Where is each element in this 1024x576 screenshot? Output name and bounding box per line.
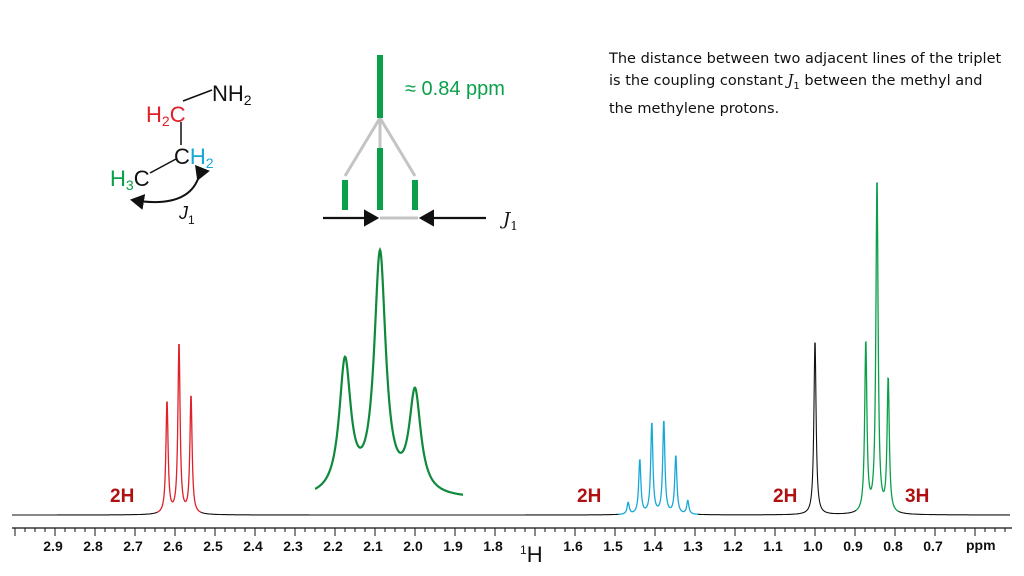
axis-unit-label: ppm [966, 537, 996, 553]
axis-tick-label: 1.1 [763, 538, 783, 554]
spectrum-trace-segment [855, 182, 899, 512]
spectrum-trace-segment [618, 420, 698, 515]
axis-ticks [14, 528, 1006, 536]
spectrum-trace-segment [12, 511, 158, 516]
axis-tick-label: 0.7 [923, 538, 943, 554]
bond-c1-n [182, 89, 213, 102]
axis-tick-label: 1.0 [803, 538, 823, 554]
tree-branch-right [378, 117, 417, 177]
methylene-beta-group: CH2 [174, 144, 214, 171]
integral-labels: 2H 2H 2H 3H [110, 486, 929, 507]
tree-parent-line [377, 55, 383, 118]
nmr-spectrum [12, 182, 1010, 516]
axis-tick-label: 2.0 [403, 538, 423, 554]
coupling-curved-arrow [130, 164, 210, 210]
axis-tick-label: 1.6 [563, 538, 583, 554]
note-j-symbol: J [787, 73, 794, 89]
tree-line-left [342, 180, 348, 210]
bond-c2-c3 [149, 158, 177, 174]
spectrum-trace-segment [698, 342, 857, 516]
coupling-constant-label: J1 [178, 203, 195, 227]
spectrum-trace-segment [898, 510, 1010, 516]
axis-tick-label: 2.6 [163, 538, 183, 554]
tree-line-center [377, 148, 383, 210]
methyl-group: H3C [110, 166, 150, 193]
note-text-end: between the methyl and the methylene pro… [609, 73, 983, 117]
axis-tick-label: 2.5 [203, 538, 223, 554]
axis-nucleus-label: 1H [520, 542, 543, 567]
integral-label: 2H [110, 486, 134, 507]
axis-tick-label: 1.8 [483, 538, 503, 554]
tree-branch-left [343, 117, 382, 177]
axis-tick-label: 1.3 [683, 538, 703, 554]
tree-line-right [412, 180, 418, 210]
methylene-alpha-group: H2C [146, 102, 186, 129]
axis-tick-label: 2.8 [83, 538, 103, 554]
explanation-note: The distance between two adjacent lines … [609, 48, 1009, 120]
axis-tick-label: 0.9 [843, 538, 863, 554]
axis-tick-label: 2.1 [363, 538, 383, 554]
inset-zoomed-triplet [314, 247, 463, 496]
axis-tick-label: 0.8 [883, 538, 903, 554]
axis-tick-label: 1.4 [643, 538, 663, 554]
spectrum-trace-segment [156, 344, 202, 513]
axis-tick-label: 1.5 [603, 538, 623, 554]
integral-label: 2H [577, 486, 601, 507]
amine-group: NH2 [212, 81, 252, 108]
note-j-subscript: 1 [793, 80, 800, 92]
integral-label: 3H [905, 486, 929, 507]
j-label: J1 [499, 209, 518, 233]
splitting-tree: ≈ 0.84 ppm J1 [323, 55, 518, 233]
axis-tick-label: 2.3 [283, 538, 303, 554]
axis-tick-label: 2.4 [243, 538, 263, 554]
line-spacing-label: ≈ 0.84 ppm [405, 78, 505, 100]
note-text-start: The distance between two adjacent lines … [609, 51, 1002, 89]
spectrum-trace-segment [200, 511, 619, 516]
axis-tick-label: 2.2 [323, 538, 343, 554]
axis-tick-label: 1.2 [723, 538, 743, 554]
axis-tick-label: 2.9 [43, 538, 63, 554]
axis-tick-label: 2.7 [123, 538, 143, 554]
integral-label: 2H [773, 486, 797, 507]
ethylamine-structure: NH2 H2C CH2 H3C J1 [110, 81, 252, 227]
axis-tick-labels: 2.9 2.8 2.7 2.6 2.5 2.4 2.3 2.2 2.1 2.0 1.9 1.8 1.6 1… [43, 538, 943, 554]
axis-tick-label: 1.9 [443, 538, 463, 554]
ppm-axis: 2.9 2.8 2.7 2.6 2.5 2.4 2.3 2.2 2.1 2.0 1.9 1.8 1.6 1… [12, 527, 1012, 567]
